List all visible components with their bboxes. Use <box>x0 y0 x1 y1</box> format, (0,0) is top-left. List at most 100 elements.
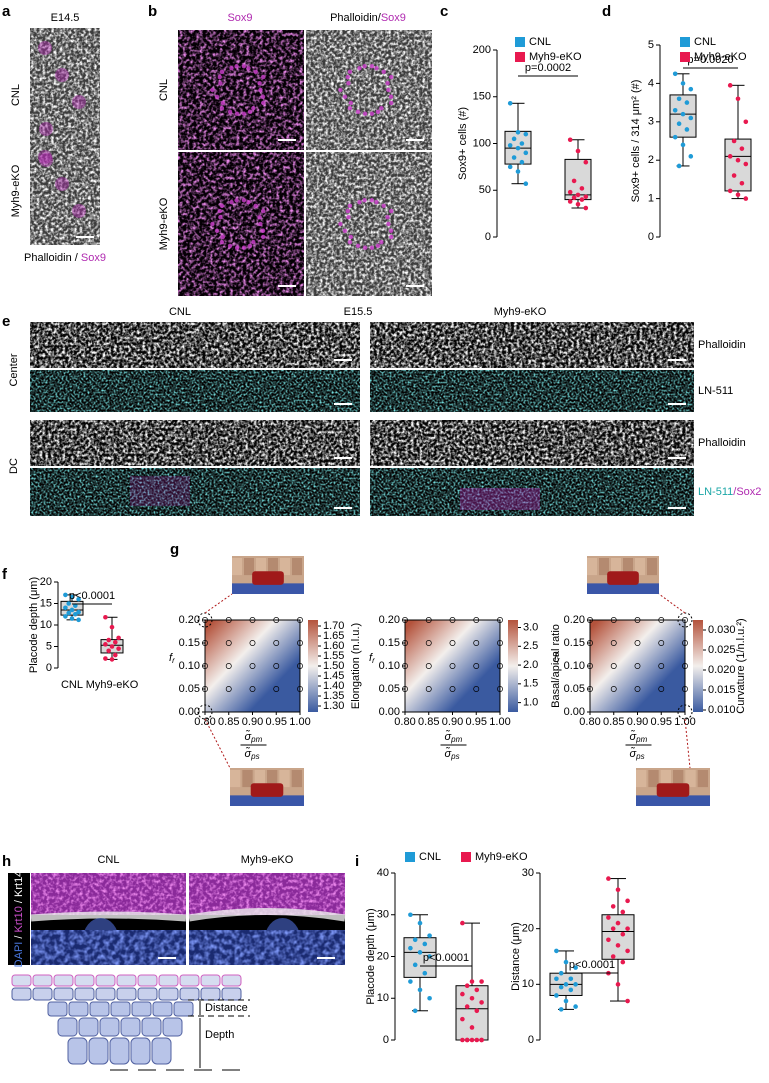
data-point <box>568 976 574 982</box>
data-point <box>507 143 513 148</box>
data-point <box>558 970 564 976</box>
inset-cell <box>292 558 302 576</box>
data-point <box>672 71 678 77</box>
micrograph-texture <box>370 370 694 412</box>
sox9-signal <box>55 68 69 82</box>
suprabasal-cell <box>158 974 179 987</box>
x-tick-label: 1.00 <box>489 716 510 728</box>
inset-basal <box>232 583 304 594</box>
legend-label: CNL <box>529 36 551 48</box>
nucleus <box>355 243 361 249</box>
nucleus <box>218 215 223 220</box>
krt10-texture <box>31 873 186 915</box>
data-point <box>583 159 589 165</box>
colorbar-label: Curvature (1/n.l.u.²) <box>735 618 747 713</box>
nucleus <box>369 111 375 116</box>
inset-cell <box>230 770 241 788</box>
nucleus <box>227 109 233 115</box>
data-point <box>69 607 75 613</box>
y-tick-label: 10 <box>40 619 52 631</box>
y-axis-label: fr <box>369 652 375 665</box>
x-tick-label: Myh9-eKO <box>86 679 139 691</box>
sample <box>610 640 617 646</box>
nucleus <box>227 243 233 249</box>
nucleus <box>260 94 266 99</box>
data-point <box>479 979 484 984</box>
data-point <box>412 962 418 968</box>
data-point <box>727 188 733 194</box>
placode-cell <box>109 1037 130 1065</box>
x-tick-label: 0.95 <box>266 716 287 728</box>
micrograph-texture <box>178 152 304 296</box>
micrograph-texture <box>30 468 360 516</box>
data-point <box>113 652 118 658</box>
basal-cell <box>137 987 158 1001</box>
colorbar-tick-label: 2.5 <box>523 640 538 652</box>
data-point <box>69 594 75 600</box>
data-point <box>76 609 81 615</box>
y-axis-label-sub: r <box>372 656 375 665</box>
x-axis-label-bottom-sub: ps <box>450 752 459 761</box>
data-point <box>684 127 690 132</box>
basal-cell <box>200 987 221 1001</box>
colorbar-tick-label: 1.35 <box>323 690 344 702</box>
x-axis-label-top-sub: pm <box>250 735 262 744</box>
y-tick-label: 15 <box>40 597 52 609</box>
data-point <box>571 195 577 201</box>
data-point <box>469 1037 475 1043</box>
sample <box>682 686 688 692</box>
sample <box>682 663 688 669</box>
nucleus <box>214 94 220 99</box>
x-axis-label-top-sub: pm <box>635 735 647 744</box>
data-point <box>731 173 737 178</box>
data-point <box>676 121 682 127</box>
nucleus <box>257 81 262 86</box>
channel-label: LN-511 <box>698 385 733 397</box>
krt14-layer <box>30 911 187 922</box>
data-point <box>417 920 423 926</box>
micrograph-texture <box>30 137 100 245</box>
colorbar-tick-label: 1.55 <box>323 650 344 662</box>
y-tick-label: 0.15 <box>564 637 585 649</box>
data-point <box>731 138 737 144</box>
row-label: CNL <box>10 84 22 106</box>
sample <box>297 663 303 669</box>
sample <box>634 640 641 646</box>
data-point <box>558 1007 564 1012</box>
placode-cell <box>152 1001 173 1017</box>
sample <box>249 640 256 646</box>
leader <box>684 718 691 769</box>
condition-label: Myh9-eKO <box>494 306 547 318</box>
nucleus <box>257 215 262 220</box>
schematic-label: Depth <box>205 1029 234 1041</box>
colorbar-tick-label: 3.0 <box>523 621 538 633</box>
data-point <box>109 644 115 649</box>
x-axis-label-top-symbol: σ̃ <box>630 730 637 743</box>
sample <box>634 663 641 669</box>
nucleus <box>345 74 351 80</box>
inset-cell <box>280 558 290 576</box>
data-point <box>479 1037 484 1043</box>
stain-strip <box>8 873 30 965</box>
x-axis-label-top: σ̃pm <box>630 730 648 744</box>
y-tick-label: 0.05 <box>379 683 400 695</box>
colorbar-label: Basal/apical ratio <box>550 624 562 708</box>
y-tick-label: 5 <box>648 39 654 51</box>
data-point <box>66 601 71 606</box>
data-point <box>610 926 616 931</box>
data-point <box>63 605 68 611</box>
nucleus <box>362 111 368 116</box>
data-point <box>625 898 630 904</box>
heatmap <box>404 619 501 713</box>
sample <box>634 617 641 623</box>
nucleus <box>219 203 225 209</box>
nucleus <box>374 199 379 205</box>
data-point <box>571 178 577 184</box>
micrograph-texture <box>178 30 304 150</box>
data-point <box>676 163 682 169</box>
sample <box>610 617 617 623</box>
colorbar-tick-label: 1.30 <box>323 700 344 712</box>
nucleus <box>348 100 354 106</box>
legend-swatch <box>515 37 525 47</box>
data-point <box>103 642 108 647</box>
